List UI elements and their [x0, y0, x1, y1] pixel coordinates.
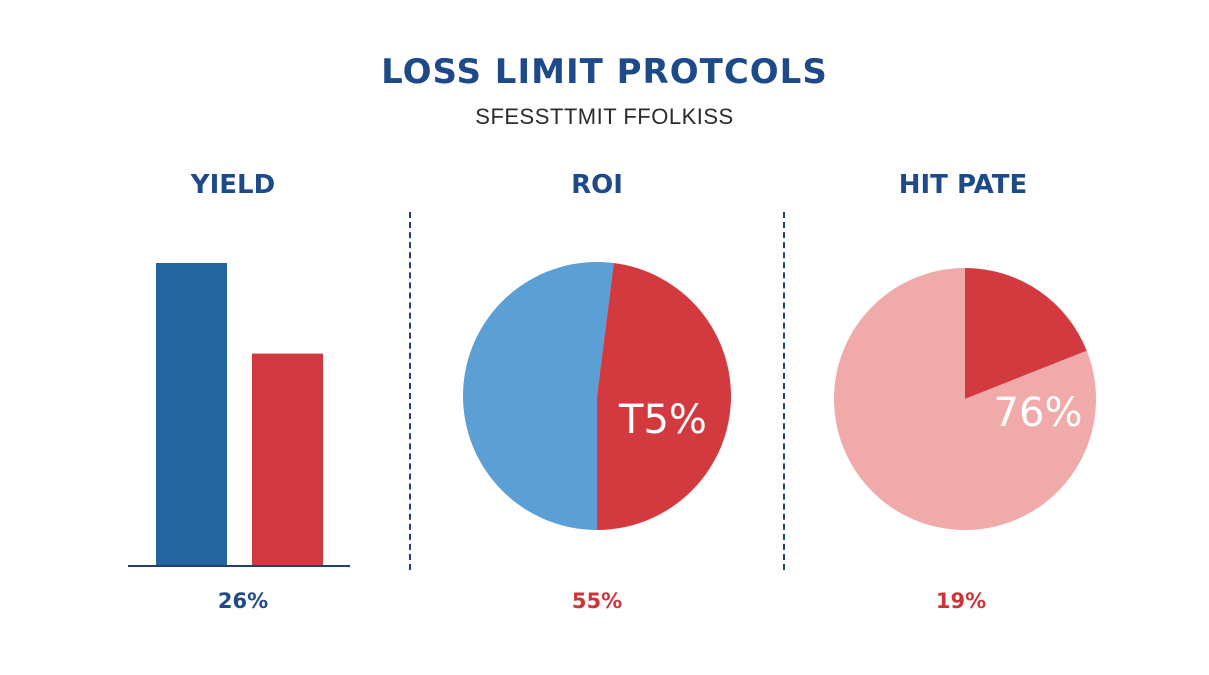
hit-rate-value: 19% — [935, 589, 987, 613]
chart-title: LOSS LIMIT PROTCOLS — [381, 52, 828, 92]
roi-value: 55% — [571, 589, 623, 613]
hit-rate-pie-slice-1 — [965, 268, 1087, 399]
hit-rate-pie-slice-2 — [833, 268, 1096, 530]
roi-pie-slice-2 — [597, 263, 731, 530]
roi-pie-slice-1 — [462, 261, 614, 530]
chart-subtitle: SFESSTTMIT FFOLKISS — [475, 104, 734, 129]
hit-rate-heading: HIT PATE — [898, 170, 1028, 200]
divider-right — [783, 212, 785, 570]
roi-pie-slice-label-2: T5% — [618, 397, 707, 443]
roi-heading: ROI — [571, 170, 623, 200]
yield-bar-1 — [156, 263, 227, 565]
yield-value: 26% — [217, 589, 269, 613]
yield-heading: YIELD — [190, 170, 276, 200]
yield-bar-2 — [252, 353, 323, 565]
hit-rate-pie-slice-label-2: 76% — [994, 390, 1083, 436]
divider-left — [409, 212, 411, 570]
